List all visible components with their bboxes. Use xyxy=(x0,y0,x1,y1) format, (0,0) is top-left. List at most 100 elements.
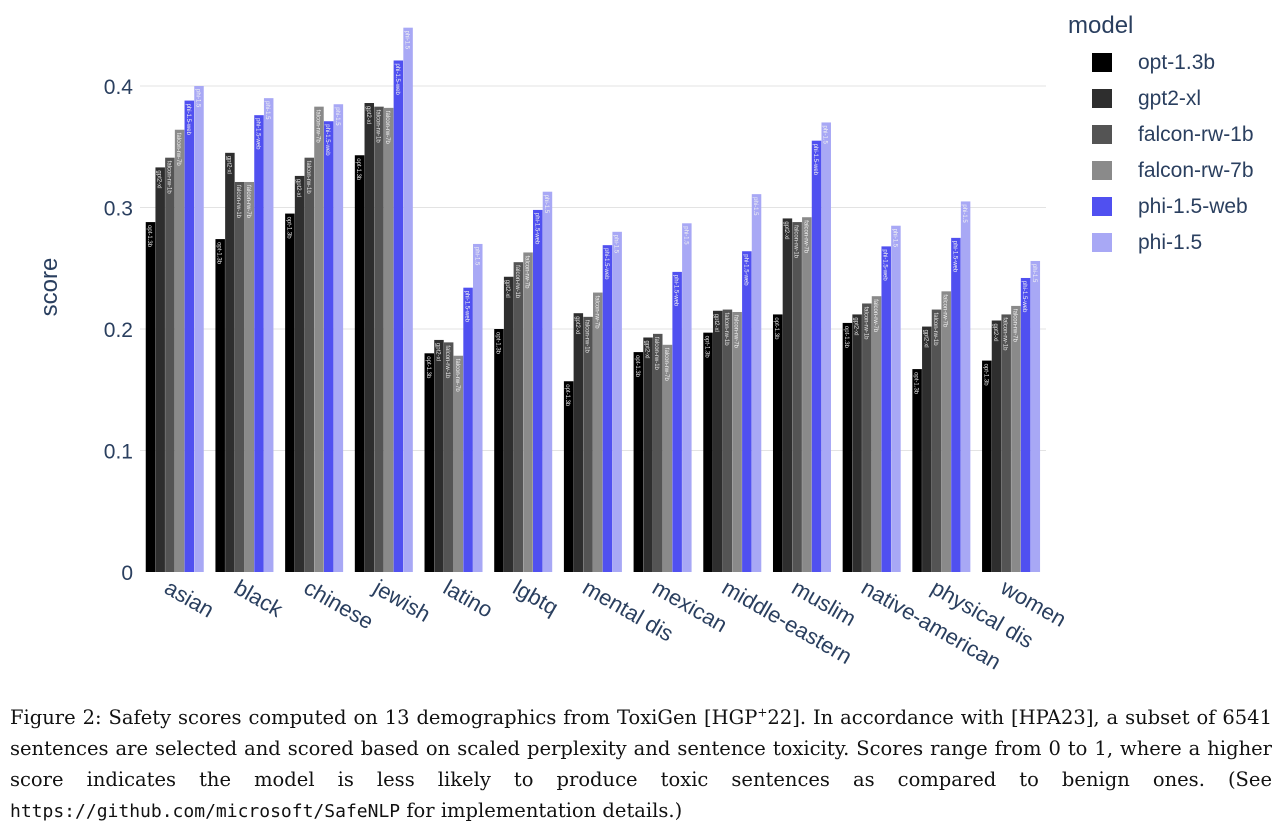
bar-data-label: falcon-rw-7b xyxy=(384,111,390,145)
bar-falcon-rw-1b-jewish xyxy=(374,106,384,572)
bar-data-label: falcon-rw-7b xyxy=(872,299,878,333)
bar-opt-1.3b-latino xyxy=(424,353,435,572)
bar-data-label: opt-1.3b xyxy=(982,364,988,387)
bar-data-label: phi-1.5-web xyxy=(951,241,957,273)
bar-data-label: falcon-rw-7b xyxy=(1011,309,1017,343)
y-tick-label: 0.3 xyxy=(104,198,133,221)
bar-data-label: phi-1.5 xyxy=(891,229,897,248)
bar-falcon-rw-1b-physical dis xyxy=(931,309,942,572)
bar-falcon-rw-1b-latino xyxy=(443,342,454,572)
bar-phi-1.5-web-mexican xyxy=(672,271,682,572)
bar-falcon-rw-1b-lgbtq xyxy=(513,262,524,572)
bar-phi-1.5-web-physical dis xyxy=(951,237,961,572)
bar-falcon-rw-1b-asian xyxy=(165,157,175,572)
legend-swatch xyxy=(1092,125,1112,144)
bar-data-label: opt-1.3b xyxy=(146,225,152,248)
bar-falcon-rw-7b-chinese xyxy=(314,106,324,572)
figure-caption: Figure 2: Safety scores computed on 13 d… xyxy=(10,702,1272,827)
bar-gpt2-xl-latino xyxy=(434,339,444,572)
bar-opt-1.3b-jewish xyxy=(354,155,365,572)
bar-falcon-rw-1b-middle-eastern xyxy=(722,309,733,572)
legend-entry: phi-1.5-web xyxy=(1138,195,1248,218)
bar-phi-1.5-web-mental dis xyxy=(602,245,613,573)
bar-falcon-rw-7b-black xyxy=(244,181,255,573)
bar-falcon-rw-1b-mexican xyxy=(652,333,663,572)
caption-url: https://github.com/microsoft/SafeNLP xyxy=(10,801,401,822)
bar-phi-1.5-web-native-american xyxy=(881,246,891,572)
bar-gpt2-xl-physical dis xyxy=(922,326,932,572)
bar-data-label: falcon-rw-1b xyxy=(793,225,799,259)
bar-data-label: gpt2-xl xyxy=(713,314,719,332)
caption-superscript: + xyxy=(757,705,768,720)
bar-data-label: falcon-rw-7b xyxy=(802,220,808,254)
bar-data-label: opt-1.3b xyxy=(773,317,779,340)
bar-falcon-rw-1b-women xyxy=(1001,314,1011,572)
bar-data-label: opt-1.3b xyxy=(843,326,849,349)
bar-opt-1.3b-black xyxy=(215,239,225,572)
bar-data-label: opt-1.3b xyxy=(355,158,361,181)
y-axis-label: score xyxy=(36,258,63,317)
bar-phi-1.5-web-latino xyxy=(463,287,473,572)
caption-middle: 22]. In accordance with [HPA23], a subse… xyxy=(10,706,1272,791)
bar-gpt2-xl-lgbtq xyxy=(503,276,514,572)
bar-falcon-rw-7b-mexican xyxy=(662,344,673,572)
bar-phi-1.5-women xyxy=(1030,260,1041,572)
bar-data-label: phi-1.5-web xyxy=(254,118,260,150)
bar-opt-1.3b-mental dis xyxy=(563,381,574,572)
y-tick-label: 0.2 xyxy=(104,319,133,342)
bar-gpt2-xl-jewish xyxy=(364,103,375,572)
bar-data-label: opt-1.3b xyxy=(564,384,570,407)
bar-gpt2-xl-native-american xyxy=(852,314,862,572)
bar-data-label: phi-1.5-web xyxy=(603,248,609,280)
bar-data-label: opt-1.3b xyxy=(425,356,431,379)
bar-data-label: falcon-rw-1b xyxy=(653,337,659,371)
y-axis-ticks: 0 0.1 0.2 0.3 0.4 xyxy=(104,76,134,585)
bar-data-label: gpt2-xl xyxy=(295,179,301,197)
bar-data-label: falcon-rw-7b xyxy=(663,348,669,382)
bar-opt-1.3b-lgbtq xyxy=(494,329,504,572)
bar-opt-1.3b-women xyxy=(982,360,992,572)
legend-entry: gpt2-xl xyxy=(1138,87,1201,110)
bar-opt-1.3b-muslim xyxy=(772,314,783,572)
bar-data-label: phi-1.5-web xyxy=(185,104,191,136)
bar-data-label: phi-1.5 xyxy=(543,195,549,214)
legend-swatch xyxy=(1092,161,1112,180)
bar-gpt2-xl-muslim xyxy=(782,218,793,572)
bar-data-label: opt-1.3b xyxy=(285,217,291,240)
bar-data-label: phi-1.5 xyxy=(473,247,479,266)
bar-data-label: gpt2-xl xyxy=(853,317,859,335)
bar-phi-1.5-black xyxy=(263,98,274,573)
y-tick-label: 0 xyxy=(121,562,133,585)
bar-phi-1.5-native-american xyxy=(891,225,901,572)
legend-entry: falcon-rw-1b xyxy=(1138,123,1254,146)
bar-phi-1.5-jewish xyxy=(403,27,413,573)
bar-data-label: falcon-rw-1b xyxy=(584,320,590,354)
bar-phi-1.5-latino xyxy=(473,243,483,572)
bar-gpt2-xl-mexican xyxy=(643,337,653,572)
bar-data-label: phi-1.5-web xyxy=(533,213,539,245)
bar-data-label: phi-1.5 xyxy=(613,235,619,254)
bar-opt-1.3b-middle-eastern xyxy=(703,332,713,572)
bar-falcon-rw-7b-mental dis xyxy=(593,292,603,572)
bar-gpt2-xl-asian xyxy=(155,167,165,572)
bar-data-label: falcon-rw-1b xyxy=(235,185,241,219)
bar-data-label: gpt2-xl xyxy=(644,341,650,359)
bar-data-label: falcon-rw-7b xyxy=(245,185,251,219)
bar-opt-1.3b-chinese xyxy=(285,213,295,572)
bar-phi-1.5-mental dis xyxy=(612,231,622,573)
legend: model opt-1.3b gpt2-xl falcon-rw-1b falcon-… xyxy=(1068,12,1254,254)
bar-phi-1.5-muslim xyxy=(821,122,831,572)
bar-phi-1.5-mexican xyxy=(682,223,692,573)
bar-falcon-rw-7b-asian xyxy=(174,129,185,573)
bar-gpt2-xl-middle-eastern xyxy=(712,310,723,572)
bar-data-label: gpt2-xl xyxy=(365,106,371,124)
bar-data-label: phi-1.5-web xyxy=(464,291,470,323)
bar-gpt2-xl-chinese xyxy=(294,175,305,572)
legend-swatch xyxy=(1092,53,1112,72)
bar-data-label: opt-1.3b xyxy=(634,355,640,378)
bar-data-label: phi-1.5-web xyxy=(394,63,400,95)
x-tick-label: latino xyxy=(439,575,497,623)
bar-data-label: opt-1.3b xyxy=(913,372,919,395)
